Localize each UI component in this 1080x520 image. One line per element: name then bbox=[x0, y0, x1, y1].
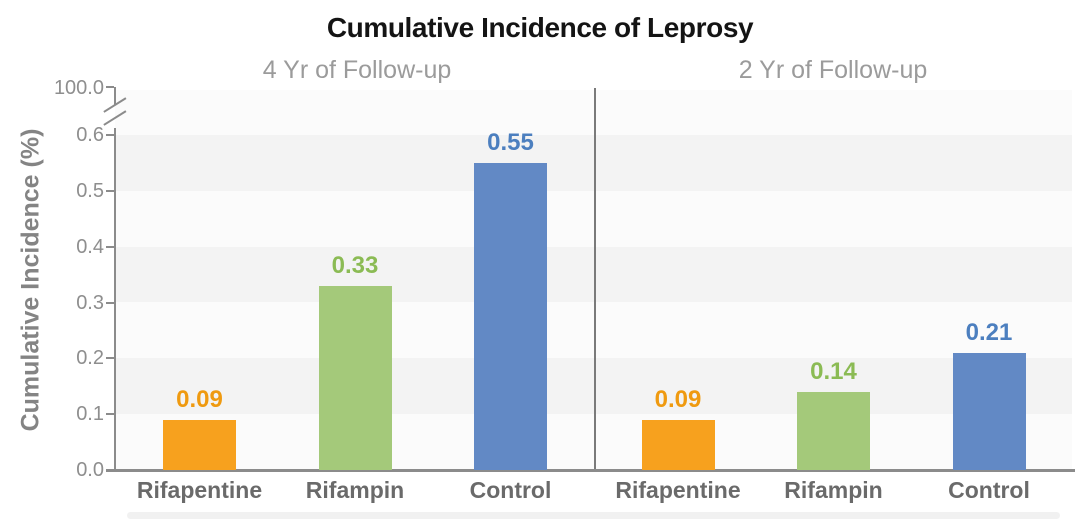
bar-control bbox=[952, 352, 1026, 470]
panel-subtitle-2yr: 2 Yr of Follow-up bbox=[738, 56, 928, 84]
category-label: Rifapentine bbox=[136, 477, 263, 503]
panel-subtitle-4yr: 4 Yr of Follow-up bbox=[262, 56, 452, 84]
bar-rifapentine bbox=[641, 419, 715, 470]
y-axis-line-upper-stub bbox=[114, 87, 116, 105]
y-tick-mark-break-top bbox=[106, 86, 114, 88]
y-tick-label-break-top: 100.0 bbox=[53, 77, 104, 99]
x-axis-baseline bbox=[106, 468, 1075, 472]
y-tick-mark bbox=[106, 245, 114, 248]
value-label: 0.21 bbox=[965, 318, 1013, 346]
y-tick-label: 0.0 bbox=[76, 459, 104, 481]
grid-stripe bbox=[115, 135, 1072, 191]
y-tick-label: 0.2 bbox=[76, 347, 104, 370]
category-label: Rifampin bbox=[305, 477, 405, 503]
value-label: 0.33 bbox=[331, 251, 379, 279]
y-tick-label: 0.5 bbox=[76, 179, 104, 202]
y-tick-label: 0.6 bbox=[76, 124, 104, 146]
y-tick-mark bbox=[106, 413, 114, 416]
grid-stripe bbox=[115, 358, 1072, 415]
bar-rifapentine bbox=[163, 419, 236, 470]
y-tick-label: 0.1 bbox=[76, 403, 104, 426]
y-tick-label: 0.3 bbox=[76, 291, 104, 314]
y-tick-mark bbox=[106, 301, 114, 304]
category-label: Control bbox=[948, 477, 1030, 503]
value-label: 0.09 bbox=[654, 385, 702, 413]
bar-control bbox=[474, 162, 547, 470]
grid-stripe bbox=[115, 246, 1072, 303]
value-label: 0.09 bbox=[176, 385, 223, 413]
y-axis-line bbox=[114, 128, 116, 470]
y-tick-label: 0.4 bbox=[76, 235, 104, 258]
y-tick-mark bbox=[106, 357, 114, 360]
category-label: Rifampin bbox=[784, 477, 883, 503]
value-label: 0.14 bbox=[810, 357, 857, 385]
category-label: Rifapentine bbox=[615, 477, 741, 503]
value-label: 0.55 bbox=[487, 128, 534, 156]
bar-rifampin bbox=[797, 391, 870, 470]
panel-divider-line bbox=[594, 88, 596, 470]
chart-title: Cumulative Incidence of Leprosy bbox=[326, 12, 754, 43]
y-tick-mark bbox=[106, 469, 114, 471]
bar-rifampin bbox=[318, 285, 392, 470]
y-tick-mark bbox=[106, 134, 114, 136]
category-label: Control bbox=[469, 477, 552, 503]
bottom-edge-strip bbox=[127, 512, 1060, 519]
y-tick-mark bbox=[106, 189, 114, 192]
